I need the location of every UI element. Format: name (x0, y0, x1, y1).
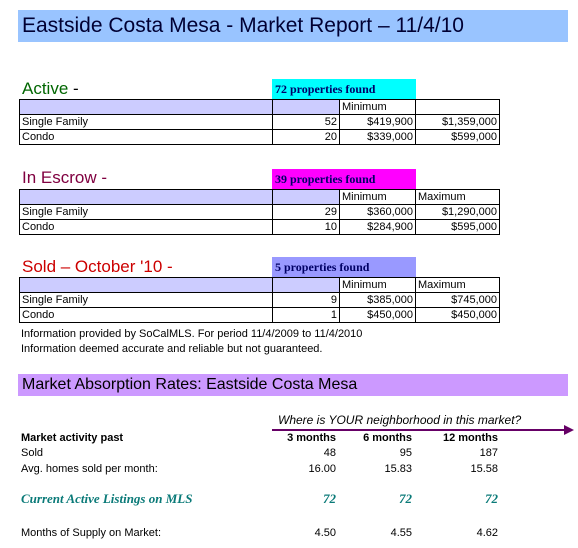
col-maximum: Maximum (415, 189, 500, 205)
row-max: $745,000 (415, 292, 500, 308)
row-count: 10 (272, 219, 340, 235)
sold-table: Minimum Maximum Single Family 9 $385,000… (19, 277, 500, 323)
period-12-months: 12 months (442, 432, 498, 444)
avg-12m: 15.58 (470, 463, 498, 475)
active-section-label: Active - (22, 79, 79, 99)
report-title: Eastside Costa Mesa - Market Report – 11… (18, 10, 568, 42)
col-maximum: Maximum (415, 277, 500, 293)
sold-3m: 48 (323, 447, 336, 459)
header-cell (272, 277, 340, 293)
source-note: Information provided by SoCalMLS. For pe… (21, 328, 363, 340)
row-max: $595,000 (415, 219, 500, 235)
header-cell (272, 99, 340, 115)
current-12m: 72 (485, 491, 498, 506)
row-type: Single Family (19, 292, 273, 308)
table-row: Single Family 9 $385,000 $745,000 (19, 292, 500, 308)
supply-row-label: Months of Supply on Market: (21, 527, 162, 539)
row-count: 9 (272, 292, 340, 308)
row-min: $360,000 (339, 204, 416, 220)
disclaimer-note: Information deemed accurate and reliable… (21, 343, 323, 355)
active-found-badge: 72 properties found (272, 79, 416, 99)
sold-row-label: Sold (21, 447, 44, 459)
header-cell (272, 189, 340, 205)
escrow-found-badge: 39 properties found (272, 169, 416, 189)
current-listings-label: Current Active Listings on MLS (21, 491, 193, 506)
row-count: 1 (272, 307, 340, 323)
avg-row-label: Avg. homes sold per month: (21, 463, 158, 475)
period-6-months: 6 months (363, 432, 412, 444)
col-minimum: Minimum (339, 277, 416, 293)
row-min: $284,900 (339, 219, 416, 235)
sold-found-badge: 5 properties found (272, 257, 416, 277)
col-minimum: Minimum (339, 99, 416, 115)
row-min: $339,000 (339, 129, 416, 145)
supply-6m: 4.55 (390, 527, 412, 539)
supply-12m: 4.62 (476, 527, 498, 539)
row-type: Condo (19, 307, 273, 323)
active-table: Minimum Single Family 52 $419,900 $1,359… (19, 99, 500, 145)
row-count: 29 (272, 204, 340, 220)
row-type: Single Family (19, 204, 273, 220)
table-header-row: Minimum Maximum (19, 189, 500, 205)
row-min: $450,000 (339, 307, 416, 323)
active-dash: - (73, 79, 79, 98)
table-row: Single Family 52 $419,900 $1,359,000 (19, 114, 500, 130)
active-label: Active (22, 79, 69, 98)
col-maximum (415, 99, 500, 115)
arrow-icon (272, 425, 574, 435)
sold-section-label: Sold – October '10 - (22, 257, 173, 276)
row-count: 20 (272, 129, 340, 145)
table-row: Condo 10 $284,900 $595,000 (19, 219, 500, 235)
current-3m: 72 (323, 491, 336, 506)
sold-12m: 187 (479, 447, 498, 459)
row-min: $419,900 (339, 114, 416, 130)
header-cell (19, 189, 273, 205)
row-max: $1,290,000 (415, 204, 500, 220)
sold-6m: 95 (399, 447, 412, 459)
period-3-months: 3 months (287, 432, 336, 444)
absorption-title: Market Absorption Rates: Eastside Costa … (18, 374, 568, 396)
row-min: $385,000 (339, 292, 416, 308)
avg-6m: 15.83 (384, 463, 412, 475)
row-type: Single Family (19, 114, 273, 130)
current-6m: 72 (399, 491, 412, 506)
neighborhood-question: Where is YOUR neighborhood in this marke… (278, 413, 522, 427)
header-cell (19, 99, 273, 115)
header-cell (19, 277, 273, 293)
supply-3m: 4.50 (314, 527, 336, 539)
row-max: $599,000 (415, 129, 500, 145)
row-count: 52 (272, 114, 340, 130)
activity-header-label: Market activity past (21, 432, 124, 444)
table-row: Condo 1 $450,000 $450,000 (19, 307, 500, 323)
row-type: Condo (19, 219, 273, 235)
table-header-row: Minimum Maximum (19, 277, 500, 293)
row-max: $1,359,000 (415, 114, 500, 130)
table-row: Condo 20 $339,000 $599,000 (19, 129, 500, 145)
escrow-table: Minimum Maximum Single Family 29 $360,00… (19, 189, 500, 235)
table-row: Single Family 29 $360,000 $1,290,000 (19, 204, 500, 220)
avg-3m: 16.00 (308, 463, 336, 475)
table-header-row: Minimum (19, 99, 500, 115)
escrow-section-label: In Escrow - (22, 168, 108, 187)
row-max: $450,000 (415, 307, 500, 323)
row-type: Condo (19, 129, 273, 145)
col-minimum: Minimum (339, 189, 416, 205)
